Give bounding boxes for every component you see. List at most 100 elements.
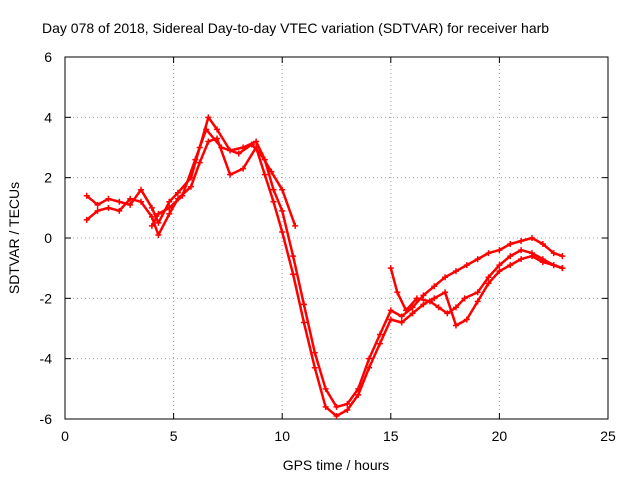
data-point-marker — [279, 228, 286, 235]
data-point-marker — [279, 186, 286, 193]
data-point-marker — [179, 192, 186, 199]
data-point-marker — [116, 207, 123, 214]
data-point-marker — [550, 250, 557, 257]
data-point-marker — [409, 310, 416, 317]
x-tick-label: 5 — [170, 428, 178, 444]
data-point-marker — [528, 250, 535, 257]
x-tick-label: 10 — [274, 428, 290, 444]
data-point-marker — [518, 256, 525, 263]
data-point-marker — [240, 165, 247, 172]
series-line — [85, 137, 563, 418]
data-point-marker — [333, 412, 340, 419]
data-point-marker — [474, 298, 481, 305]
data-point-marker — [292, 222, 299, 229]
data-point-marker — [290, 271, 297, 278]
data-point-marker — [539, 241, 546, 248]
data-point-marker — [218, 144, 225, 151]
data-point-marker — [227, 171, 234, 178]
data-point-marker — [463, 316, 470, 323]
data-point-marker — [311, 349, 318, 356]
data-point-marker — [205, 138, 212, 145]
data-point-marker — [485, 250, 492, 257]
data-point-marker — [431, 295, 438, 302]
data-point-marker — [344, 406, 351, 413]
y-axis-label: SDTVAR / TECUs — [6, 182, 22, 294]
data-point-marker — [366, 364, 373, 371]
data-point-marker — [474, 289, 481, 296]
data-point-marker — [485, 274, 492, 281]
series-track-4 — [148, 126, 299, 229]
data-point-marker — [83, 192, 90, 199]
data-point-marker — [148, 204, 155, 211]
data-point-marker — [409, 304, 416, 311]
data-point-marker — [174, 189, 181, 196]
data-point-marker — [270, 186, 277, 193]
data-point-marker — [518, 247, 525, 254]
y-tick-label: 0 — [44, 230, 52, 246]
data-point-marker — [322, 385, 329, 392]
data-point-marker — [253, 138, 260, 145]
data-point-marker — [398, 313, 405, 320]
data-point-marker — [257, 150, 264, 157]
data-point-marker — [366, 355, 373, 362]
data-point-marker — [166, 198, 173, 205]
data-point-marker — [474, 256, 481, 263]
data-point-marker — [205, 114, 212, 121]
data-point-marker — [452, 268, 459, 275]
data-point-marker — [496, 262, 503, 269]
data-point-marker — [496, 268, 503, 275]
x-tick-label: 20 — [492, 428, 508, 444]
data-point-marker — [442, 274, 449, 281]
data-point-marker — [155, 231, 162, 238]
series-line — [85, 116, 563, 409]
data-point-marker — [148, 213, 155, 220]
data-point-marker — [279, 207, 286, 214]
data-point-marker — [268, 168, 275, 175]
data-point-marker — [166, 210, 173, 217]
y-tick-label: 4 — [44, 109, 52, 125]
data-point-marker — [376, 340, 383, 347]
data-point-marker — [463, 262, 470, 269]
x-axis-label: GPS time / hours — [283, 457, 390, 473]
data-point-marker — [528, 235, 535, 241]
data-point-marker — [507, 241, 514, 248]
data-point-marker — [261, 171, 268, 178]
data-point-marker — [420, 292, 427, 299]
data-point-marker — [127, 195, 134, 202]
data-point-marker — [300, 319, 307, 326]
series-line — [389, 248, 563, 315]
data-point-marker — [442, 289, 449, 296]
series-track-2 — [83, 135, 566, 419]
data-point-marker — [311, 364, 318, 371]
data-point-marker — [461, 295, 468, 302]
data-point-marker — [155, 210, 162, 217]
data-point-marker — [559, 265, 566, 272]
y-tick-label: -2 — [40, 290, 53, 306]
data-point-marker — [192, 156, 199, 163]
data-point-marker — [376, 331, 383, 338]
data-point-marker — [248, 141, 255, 148]
data-point-marker — [507, 262, 514, 269]
data-point-marker — [507, 253, 514, 260]
series-layer — [83, 114, 566, 419]
y-tick-label: 6 — [44, 49, 52, 65]
data-point-marker — [539, 256, 546, 263]
data-point-marker — [214, 126, 221, 133]
data-point-marker — [387, 265, 394, 272]
data-point-marker — [83, 216, 90, 223]
data-point-marker — [196, 159, 203, 166]
data-point-marker — [235, 150, 242, 157]
data-point-marker — [94, 207, 101, 214]
data-point-marker — [94, 201, 101, 208]
data-point-marker — [148, 222, 155, 229]
data-point-marker — [333, 403, 340, 410]
x-tick-label: 15 — [383, 428, 399, 444]
data-point-marker — [166, 204, 173, 211]
data-point-marker — [203, 126, 210, 133]
data-point-marker — [290, 253, 297, 260]
data-point-marker — [344, 400, 351, 407]
data-point-marker — [518, 238, 525, 245]
chart-title: Day 078 of 2018, Sidereal Day-to-day VTE… — [42, 20, 549, 36]
data-point-marker — [420, 301, 427, 308]
tick-layer: 0 5 10 15 20 25 -6 -4 -2 0 2 4 6 — [40, 49, 616, 444]
